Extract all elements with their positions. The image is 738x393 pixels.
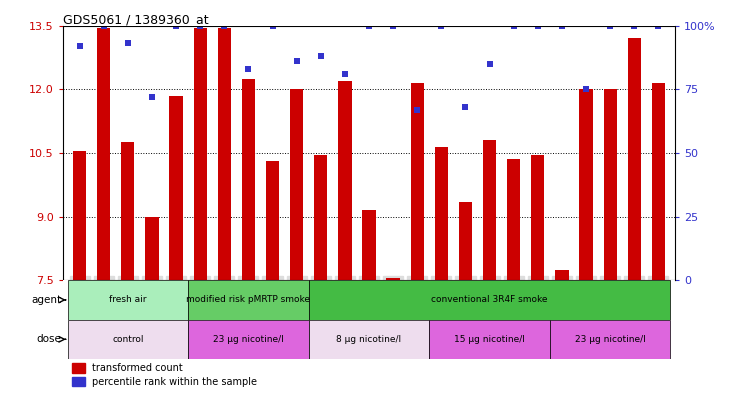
Bar: [170, 95, 183, 280]
Point: [218, 22, 230, 29]
Bar: [652, 83, 665, 280]
Bar: [531, 155, 545, 280]
Bar: [579, 89, 593, 280]
Bar: [145, 217, 159, 280]
Point: [194, 22, 206, 29]
Point: [291, 58, 303, 64]
Point: [556, 22, 568, 29]
Text: dose: dose: [37, 334, 61, 344]
Bar: [72, 377, 86, 386]
Point: [580, 86, 592, 92]
Bar: [362, 210, 376, 280]
Bar: [387, 278, 400, 280]
Point: [387, 22, 399, 29]
Bar: [242, 79, 255, 280]
Bar: [68, 320, 188, 359]
Text: GDS5061 / 1389360_at: GDS5061 / 1389360_at: [63, 13, 208, 26]
Point: [508, 22, 520, 29]
Point: [122, 40, 134, 46]
Bar: [73, 151, 86, 280]
Bar: [627, 38, 641, 280]
Point: [532, 22, 544, 29]
Point: [74, 43, 86, 49]
Bar: [314, 155, 328, 280]
Point: [411, 107, 423, 113]
Bar: [604, 89, 617, 280]
Bar: [121, 142, 134, 280]
Text: modified risk pMRTP smoke: modified risk pMRTP smoke: [187, 296, 311, 305]
Point: [483, 61, 495, 67]
Bar: [410, 83, 424, 280]
Point: [315, 53, 327, 59]
Text: control: control: [112, 335, 144, 344]
Text: agent: agent: [32, 295, 61, 305]
Bar: [435, 147, 448, 280]
Bar: [97, 28, 111, 280]
Text: fresh air: fresh air: [109, 296, 147, 305]
Point: [146, 94, 158, 100]
Point: [363, 22, 375, 29]
Point: [243, 66, 255, 72]
Bar: [290, 89, 303, 280]
Bar: [308, 320, 430, 359]
Text: 23 μg nicotine/l: 23 μg nicotine/l: [213, 335, 284, 344]
Point: [339, 71, 351, 77]
Text: 23 μg nicotine/l: 23 μg nicotine/l: [575, 335, 646, 344]
Point: [98, 22, 110, 29]
Bar: [68, 280, 188, 320]
Point: [460, 104, 472, 110]
Point: [652, 22, 664, 29]
Text: conventional 3R4F smoke: conventional 3R4F smoke: [431, 296, 548, 305]
Bar: [507, 159, 520, 280]
Bar: [218, 28, 231, 280]
Bar: [188, 280, 308, 320]
Text: 15 μg nicotine/l: 15 μg nicotine/l: [454, 335, 525, 344]
Bar: [550, 320, 670, 359]
Bar: [483, 140, 496, 280]
Bar: [72, 364, 86, 373]
Bar: [338, 81, 351, 280]
Bar: [459, 202, 472, 280]
Point: [170, 22, 182, 29]
Bar: [193, 28, 207, 280]
Point: [435, 22, 447, 29]
Bar: [308, 280, 670, 320]
Bar: [555, 270, 568, 280]
Point: [604, 22, 616, 29]
Bar: [188, 320, 308, 359]
Point: [266, 22, 278, 29]
Text: 8 μg nicotine/l: 8 μg nicotine/l: [337, 335, 401, 344]
Text: transformed count: transformed count: [92, 363, 183, 373]
Text: percentile rank within the sample: percentile rank within the sample: [92, 376, 257, 387]
Bar: [266, 162, 279, 280]
Bar: [430, 320, 550, 359]
Point: [628, 22, 640, 29]
